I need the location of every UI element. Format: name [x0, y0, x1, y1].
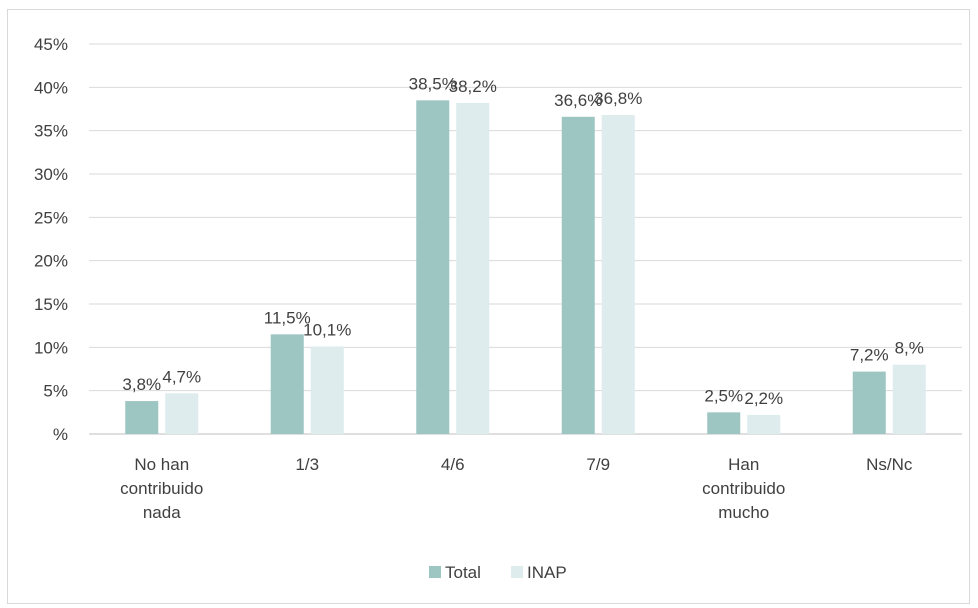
bar-inap [747, 414, 781, 434]
data-label: 36,8% [594, 89, 642, 108]
x-tick-label: mucho [718, 503, 769, 522]
y-tick-label: % [53, 425, 68, 444]
y-tick-label: 30% [34, 165, 68, 184]
bar-inap [456, 102, 490, 434]
bar-inap [601, 115, 635, 435]
data-label: 10,1% [303, 320, 351, 339]
x-tick-label: nada [143, 503, 181, 522]
y-tick-label: 35% [34, 122, 68, 141]
data-label: 3,8% [122, 375, 161, 394]
data-label: 2,2% [744, 389, 783, 408]
legend-swatch [429, 566, 441, 578]
bar-total [125, 401, 159, 434]
bar-total [561, 116, 595, 435]
x-tick-label: Ns/Nc [866, 455, 913, 474]
data-label: 7,2% [850, 346, 889, 365]
bar-total [270, 334, 304, 434]
y-tick-label: 25% [34, 208, 68, 227]
y-tick-label: 15% [34, 295, 68, 314]
bar-inap [892, 364, 926, 434]
y-tick-label: 45% [34, 35, 68, 54]
x-tick-label: Han [728, 455, 759, 474]
legend-swatch [511, 566, 523, 578]
bar-total [852, 371, 886, 434]
x-tick-label: contribuido [120, 479, 203, 498]
data-label: 11,5% [264, 308, 311, 327]
bar-total [416, 100, 450, 434]
data-label: 4,7% [162, 367, 201, 386]
x-tick-label: 4/6 [441, 455, 465, 474]
x-tick-label: 7/9 [586, 455, 610, 474]
bar-inap [165, 393, 199, 434]
x-tick-label: contribuido [702, 479, 785, 498]
bar-total [707, 412, 741, 434]
data-label: 36,6% [554, 91, 602, 110]
data-label: 38,2% [449, 77, 497, 96]
legend-label: Total [445, 563, 481, 582]
data-label: 8,% [895, 339, 924, 358]
y-tick-label: 10% [34, 338, 68, 357]
x-tick-label: No han [134, 455, 189, 474]
x-tick-label: 1/3 [295, 455, 319, 474]
data-label: 38,5% [409, 74, 457, 93]
data-label: 2,5% [704, 386, 743, 405]
y-tick-label: 5% [43, 382, 68, 401]
y-tick-label: 40% [34, 78, 68, 97]
legend-label: INAP [527, 563, 567, 582]
y-tick-label: 20% [34, 252, 68, 271]
bar-inap [310, 346, 344, 434]
